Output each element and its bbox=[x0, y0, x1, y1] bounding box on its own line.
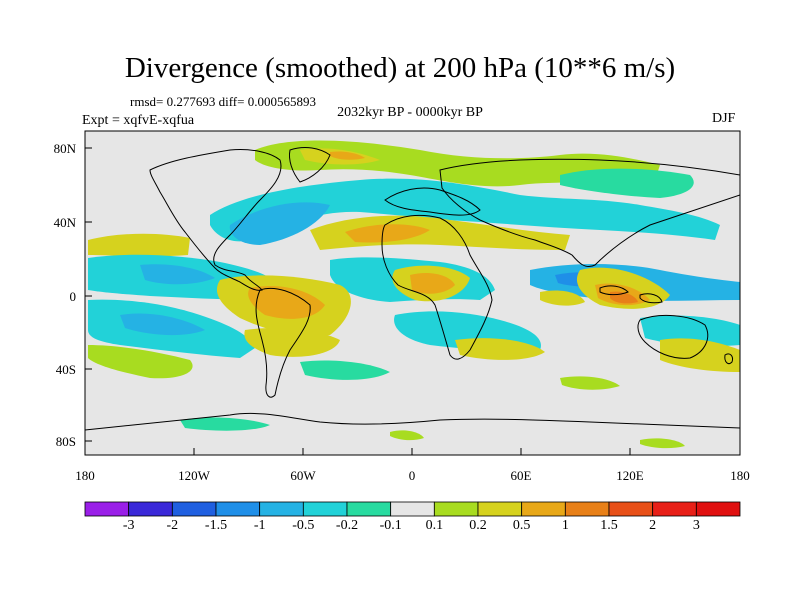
lat-label: 0 bbox=[69, 289, 77, 304]
colorbar-label: 0.1 bbox=[425, 518, 444, 533]
lon-label: 60W bbox=[290, 468, 316, 483]
colorbar-swatch bbox=[84, 501, 130, 517]
lon-label: 120E bbox=[616, 468, 644, 483]
lon-label: 180 bbox=[75, 468, 95, 483]
colorbar-swatch bbox=[259, 501, 304, 517]
colorbar-label: -2 bbox=[166, 518, 179, 533]
lat-label: 40N bbox=[53, 215, 76, 230]
field-blob bbox=[248, 285, 325, 319]
divergence-field bbox=[85, 140, 740, 449]
field-blob bbox=[345, 224, 430, 243]
colorbar-label: 2 bbox=[649, 518, 657, 533]
colorbar-swatch bbox=[128, 501, 173, 517]
colorbar-label: -3 bbox=[122, 518, 135, 533]
colorbar-label: 0.5 bbox=[512, 518, 531, 533]
colorbar-swatch bbox=[521, 501, 566, 517]
field-blob bbox=[640, 315, 740, 347]
colorbar-label: 1 bbox=[561, 518, 569, 533]
field-blob bbox=[560, 376, 620, 390]
field-blob bbox=[455, 338, 545, 360]
colorbar-label: -0.1 bbox=[379, 518, 402, 533]
colorbar-swatch bbox=[608, 501, 654, 517]
colorbar-label: -1 bbox=[253, 518, 266, 533]
coastlines bbox=[85, 147, 740, 431]
colorbar-swatch bbox=[564, 501, 610, 517]
colorbar-swatch bbox=[477, 501, 523, 517]
colorbar-swatch bbox=[695, 501, 741, 517]
season-text: DJF bbox=[712, 111, 736, 126]
axis-ticks bbox=[84, 147, 741, 455]
lon-label: 60E bbox=[510, 468, 532, 483]
field-blob bbox=[660, 338, 740, 372]
colorbar-label: 1.5 bbox=[600, 518, 618, 533]
colorbar-swatch bbox=[215, 501, 261, 517]
colorbar-swatch bbox=[346, 501, 392, 517]
colorbar-label: 0.2 bbox=[469, 518, 487, 533]
lat-label: 40S bbox=[55, 362, 76, 377]
colorbar-label: 3 bbox=[692, 518, 700, 533]
field-blob bbox=[88, 345, 193, 379]
lat-label: 80S bbox=[55, 434, 76, 449]
field-blob bbox=[244, 328, 340, 357]
field-blob bbox=[140, 264, 215, 285]
field-blob bbox=[410, 273, 455, 294]
lon-label: 180 bbox=[730, 468, 750, 483]
colorbar-swatch bbox=[390, 501, 435, 517]
stats-text: rmsd= 0.277693 diff= 0.000565893 bbox=[130, 94, 316, 109]
field-blob bbox=[390, 430, 424, 441]
colorbar-swatch bbox=[302, 501, 348, 517]
lon-label: 120W bbox=[178, 468, 210, 483]
period-text: 2032kyr BP - 0000kyr BP bbox=[337, 105, 483, 120]
colorbar-label: -0.5 bbox=[292, 518, 315, 533]
field-blob bbox=[210, 178, 720, 242]
colorbar-label: -0.2 bbox=[335, 518, 359, 533]
lat-label: 80N bbox=[53, 141, 76, 156]
lon-label: 0 bbox=[408, 468, 416, 483]
field-blob bbox=[180, 417, 270, 431]
colorbar bbox=[84, 501, 741, 517]
colorbar-swatch bbox=[433, 501, 479, 517]
field-blob bbox=[120, 313, 205, 336]
field-blob bbox=[560, 168, 694, 198]
field-blob bbox=[640, 438, 685, 449]
colorbar-label: -1.5 bbox=[204, 518, 228, 533]
page-title: Divergence (smoothed) at 200 hPa (10**6 … bbox=[124, 52, 676, 84]
field-blob bbox=[88, 233, 190, 257]
field-blob bbox=[229, 202, 330, 245]
field-blob bbox=[300, 360, 390, 380]
field-blob bbox=[330, 151, 365, 160]
experiment-text: Expt = xqfvE-xqfua bbox=[82, 113, 195, 128]
colorbar-swatch bbox=[171, 501, 217, 517]
colorbar-swatch bbox=[652, 501, 697, 517]
field-blob bbox=[255, 140, 660, 187]
field-blob bbox=[540, 290, 585, 306]
